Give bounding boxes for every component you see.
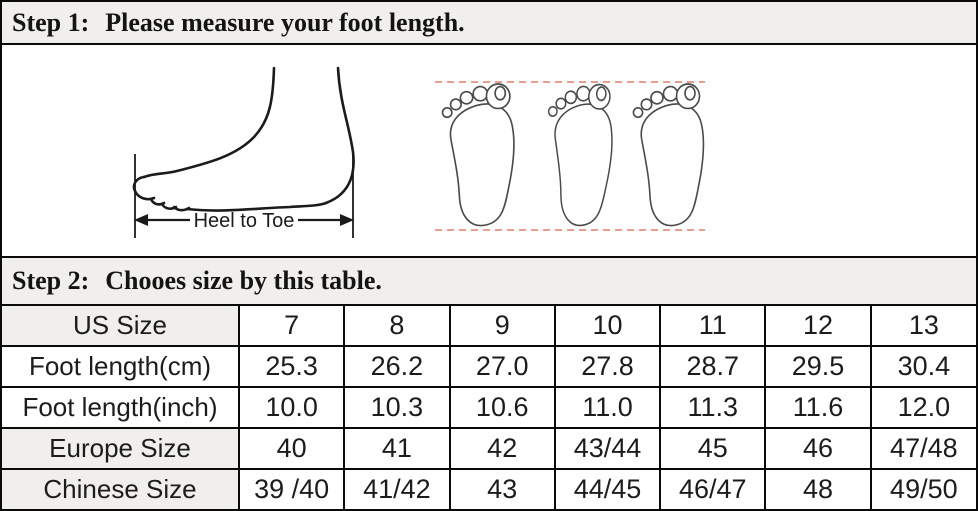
- size-value-cell: 28.7: [659, 344, 767, 388]
- size-value-cell: 42: [448, 427, 556, 471]
- size-value-cell: 30.4: [869, 344, 976, 388]
- arrowhead-right-icon: [340, 214, 354, 226]
- size-value-cell: 8: [343, 306, 451, 347]
- size-value-cell: 10.6: [448, 385, 556, 430]
- size-value-cell: 26.2: [343, 344, 451, 388]
- foot-heel-line: [324, 66, 355, 205]
- size-value-cell: 10.0: [237, 385, 346, 430]
- size-value-cell: 49/50: [869, 468, 976, 509]
- size-value-cell: 44/45: [553, 468, 662, 509]
- size-value-cell: 40: [237, 427, 346, 471]
- footprint-right: [632, 83, 705, 227]
- size-value-cell: 10.3: [343, 385, 451, 430]
- row-label-cell: Foot length(inch): [2, 385, 240, 430]
- heel-to-toe-label: Heel to Toe: [194, 210, 295, 232]
- size-value-cell: 29.5: [764, 344, 872, 388]
- size-table: US Size 7 8 9 10 11 12 13 Foot length(cm) 25.3 26.…: [2, 306, 976, 509]
- size-value-cell: 25.3: [237, 344, 346, 388]
- table-row: Foot length(inch) 10.0 10.3 10.6 11.0 11.3 11.…: [2, 385, 976, 430]
- size-value-cell: 47/48: [869, 427, 976, 471]
- size-value-cell: 27.8: [553, 344, 662, 388]
- foot-instep-line: [142, 66, 276, 179]
- step2-label: Step 2:: [12, 266, 90, 295]
- illustration-area: Heel to Toe: [2, 45, 976, 258]
- table-row: Chinese Size 39 /40 41/42 43 44/45 46/47 48 49/…: [2, 468, 976, 509]
- size-value-cell: 9: [448, 306, 556, 347]
- step2-title: Chooes size by this table.: [105, 266, 382, 295]
- size-value-cell: 10: [553, 306, 662, 347]
- size-value-cell: 27.0: [448, 344, 556, 388]
- size-value-cell: 45: [659, 427, 767, 471]
- row-label-cell: Europe Size: [2, 427, 240, 471]
- size-value-cell: 11.0: [553, 385, 662, 430]
- step2-header: Step 2: Chooes size by this table.: [2, 258, 976, 306]
- size-value-cell: 11: [659, 306, 767, 347]
- row-label-cell: Foot length(cm): [2, 344, 240, 388]
- arrowhead-left-icon: [134, 214, 148, 226]
- size-value-cell: 12: [764, 306, 872, 347]
- size-value-cell: 7: [237, 306, 346, 347]
- size-value-cell: 11.6: [764, 385, 872, 430]
- size-value-cell: 41: [343, 427, 451, 471]
- size-value-cell: 43/44: [553, 427, 662, 471]
- table-row: Europe Size 40 41 42 43/44 45 46 47/48: [2, 427, 976, 471]
- foot-sole-line: [185, 201, 328, 212]
- foot-big-toe-line: [132, 175, 156, 201]
- size-value-cell: 46: [764, 427, 872, 471]
- size-value-cell: 48: [764, 468, 872, 509]
- size-value-cell: 13: [869, 306, 976, 347]
- footprint-middle: [543, 81, 615, 228]
- size-value-cell: 41/42: [343, 468, 451, 509]
- table-row: US Size 7 8 9 10 11 12 13: [2, 306, 976, 347]
- foot-side-profile-illustration: Heel to Toe: [132, 66, 355, 238]
- step1-title: Please measure your foot length.: [105, 7, 465, 37]
- row-label-cell: US Size: [2, 306, 240, 347]
- size-value-cell: 46/47: [659, 468, 767, 509]
- table-row: Foot length(cm) 25.3 26.2 27.0 27.8 28.7 29.5 3…: [2, 344, 976, 388]
- size-value-cell: 39 /40: [237, 468, 346, 509]
- row-label-cell: Chinese Size: [2, 468, 240, 509]
- size-table-wrap: US Size 7 8 9 10 11 12 13 Foot length(cm) 25.3 26.…: [2, 306, 976, 509]
- footprint-left: [441, 83, 515, 227]
- size-value-cell: 12.0: [869, 385, 976, 430]
- footprints-illustration: [435, 81, 705, 231]
- size-value-cell: 43: [448, 468, 556, 509]
- step1-header: Step 1: Please measure your foot length.: [2, 2, 976, 45]
- size-value-cell: 11.3: [659, 385, 767, 430]
- step1-label: Step 1:: [12, 7, 90, 37]
